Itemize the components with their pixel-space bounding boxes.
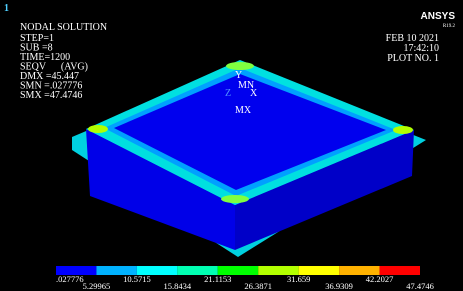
legend-label: 31.659 <box>287 274 310 284</box>
header-title: NODAL SOLUTION <box>20 22 107 33</box>
legend-label: 21.1153 <box>204 274 231 284</box>
legend-label: 10.5715 <box>123 274 151 284</box>
triad-mx: MX <box>235 105 252 116</box>
header-line: SMX =47.4746 <box>20 90 82 101</box>
brand: ANSYS <box>421 11 456 22</box>
legend-label: 15.8434 <box>164 281 192 291</box>
legend-label: 5.29965 <box>83 281 111 291</box>
legend-label: 47.4746 <box>406 281 434 291</box>
legend-label: 42.2027 <box>366 274 394 284</box>
triad-z: Z <box>225 88 231 99</box>
ansys-plot: 1 NODAL SOLUTION STEP=1SUB =8TIME=1200SE… <box>0 0 463 291</box>
legend-label: 36.9309 <box>325 281 353 291</box>
plot-number: PLOT NO. 1 <box>387 53 439 64</box>
hot-spot <box>221 195 249 203</box>
triad-x: X <box>250 88 258 99</box>
hot-spot <box>88 125 108 133</box>
legend-label: 26.3871 <box>244 281 272 291</box>
hot-spot <box>393 126 413 134</box>
hot-spot <box>226 62 254 70</box>
legend-label: .027776 <box>56 274 84 284</box>
version: R19.2 <box>443 24 456 29</box>
window-number: 1 <box>4 3 9 14</box>
